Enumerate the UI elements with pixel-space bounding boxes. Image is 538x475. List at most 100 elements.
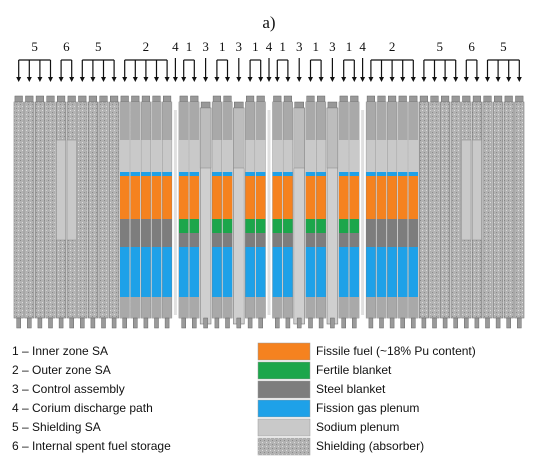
group-label: 1	[313, 39, 320, 54]
assembly-cap	[256, 95, 265, 103]
assembly-foot	[143, 317, 149, 329]
lower-shield	[339, 297, 349, 318]
sodium-plenum	[387, 140, 397, 172]
storage	[66, 139, 77, 241]
arrowhead	[360, 77, 366, 82]
assembly	[450, 101, 461, 319]
steel-blanket	[151, 219, 162, 247]
group-label: 5	[500, 39, 507, 54]
discharge-path	[267, 110, 271, 315]
lower-shield	[398, 297, 408, 318]
gas-gap	[222, 172, 233, 176]
lower-shield	[316, 297, 326, 318]
arrowhead	[181, 77, 187, 82]
upper-shield	[316, 102, 326, 140]
gas-plenum	[316, 247, 326, 297]
arrowhead	[191, 77, 197, 82]
group-label: 1	[279, 39, 286, 54]
upper-shield	[151, 102, 162, 140]
arrowhead	[79, 77, 85, 82]
assembly-cap	[212, 95, 221, 103]
assembly-cap	[317, 95, 326, 103]
assembly-foot	[258, 317, 263, 329]
fissile-fuel	[305, 176, 316, 219]
arrowhead	[258, 77, 264, 82]
fissile-fuel	[212, 176, 222, 219]
fertile-blanket	[245, 219, 255, 233]
sodium-plenum	[366, 140, 376, 172]
assembly	[440, 101, 451, 319]
gas-plenum	[245, 247, 255, 297]
lower-shield	[376, 297, 387, 318]
assembly	[482, 101, 493, 319]
legend-label: Fertile blanket	[316, 363, 392, 377]
fissile-fuel	[376, 176, 387, 219]
assembly-foot	[379, 317, 384, 329]
arrowhead	[122, 77, 128, 82]
sodium-plenum	[316, 140, 326, 172]
assembly-cap	[398, 95, 407, 103]
assembly	[87, 101, 98, 319]
assembly-foot	[80, 317, 85, 329]
sodium-plenum	[222, 140, 233, 172]
assembly-foot	[133, 317, 138, 329]
arrowhead	[432, 77, 437, 82]
arrowhead	[132, 77, 138, 82]
upper-shield	[366, 102, 376, 140]
assembly-foot	[122, 317, 127, 329]
fissile-fuel	[349, 176, 359, 219]
storage	[56, 139, 67, 241]
arrowhead	[296, 77, 302, 82]
assembly-foot	[285, 317, 291, 329]
assembly-foot	[341, 317, 346, 329]
arrowhead	[453, 77, 459, 82]
steel-blanket	[339, 233, 349, 247]
assembly-cap	[419, 95, 428, 103]
fertile-blanket	[283, 219, 293, 233]
assembly-foot	[58, 317, 64, 329]
gas-plenum	[189, 247, 199, 297]
legend-item: 2 – Outer zone SA	[12, 363, 111, 377]
fertile-blanket	[305, 219, 316, 233]
sodium-plenum	[212, 140, 222, 172]
gas-gap	[316, 172, 326, 176]
arrowhead	[58, 77, 64, 82]
arrowhead	[90, 77, 96, 82]
steel-blanket	[316, 233, 326, 247]
discharge-path	[173, 110, 177, 315]
discharge-path	[361, 110, 365, 315]
steel-blanket	[162, 219, 172, 247]
upper-shield	[162, 102, 172, 140]
lower-shield	[189, 297, 199, 318]
assembly-cap	[327, 101, 338, 109]
upper-shield	[245, 102, 255, 140]
assembly	[109, 101, 120, 319]
assembly-cap	[472, 95, 481, 103]
fissile-fuel	[179, 176, 189, 219]
steel-blanket	[130, 219, 140, 247]
gas-plenum	[222, 247, 233, 297]
gas-plenum	[376, 247, 387, 297]
assembly-foot	[16, 317, 21, 329]
steel-blanket	[387, 219, 397, 247]
fertile-blanket	[349, 219, 359, 233]
fissile-fuel	[398, 176, 408, 219]
upper-shield	[398, 102, 408, 140]
steel-blanket	[141, 219, 151, 247]
legend-label: Fissile fuel (~18% Pu content)	[316, 344, 476, 358]
legend-swatch	[257, 361, 311, 380]
gas-plenum	[130, 247, 140, 297]
legend-swatch	[257, 418, 311, 437]
assembly-cap	[388, 95, 397, 103]
gas-plenum	[283, 247, 293, 297]
steel-blanket	[349, 233, 359, 247]
assembly-cap	[120, 95, 129, 103]
group-label: 5	[437, 39, 444, 54]
arrowhead	[111, 77, 117, 82]
assembly-foot	[164, 317, 170, 329]
arrowhead	[516, 77, 522, 82]
upper-shield	[376, 102, 387, 140]
lower-shield	[305, 297, 316, 318]
fertile-blanket	[272, 219, 282, 233]
gas-gap	[256, 172, 266, 176]
